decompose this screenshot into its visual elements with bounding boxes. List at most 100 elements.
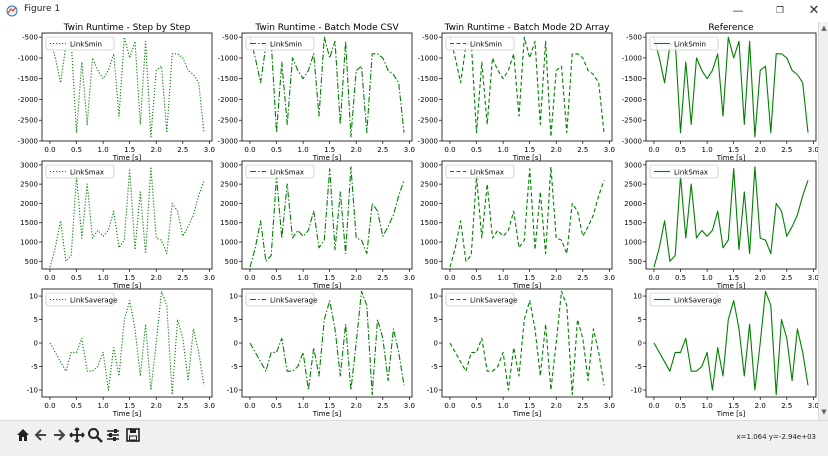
subplot-r2-c1[interactable]: 10 5 0 -5 -10 0.0 0.5 1.0 1.5 2.0 2.5 3.0 Time [s] Li… xyxy=(227,288,415,418)
subplot-r1-c1[interactable]: 3000 2500 2000 1500 1000 500 0.0 0.5 1.0 1.5 2.0 2.… xyxy=(220,160,415,290)
home-icon[interactable] xyxy=(14,426,32,444)
y-tick-label: -500 xyxy=(422,34,438,42)
x-tick-label: 0.0 xyxy=(44,146,55,154)
x-axis-label: Time [s] xyxy=(112,154,142,162)
maximize-button[interactable]: ❐ xyxy=(775,6,785,16)
y-tick-label: 1500 xyxy=(20,219,38,227)
y-tick-label: -2500 xyxy=(622,117,642,125)
x-tick-label: 0.5 xyxy=(675,274,686,282)
x-tick-label: 0.0 xyxy=(244,402,255,410)
y-tick-label: 1000 xyxy=(420,239,438,247)
legend-label: LinkSmin xyxy=(270,41,302,49)
y-tick-label: -1000 xyxy=(18,54,38,62)
window-title: Figure 1 xyxy=(24,4,61,14)
series-line-LinkSaverage xyxy=(449,290,605,396)
subplot-r2-c3[interactable]: 10 5 0 -5 -10 0.0 0.5 1.0 1.5 2.0 2.5 3.0 Time [s] Li… xyxy=(631,288,819,418)
subplot-r0-c0[interactable]: Twin Runtime - Step by Step -500 -1000 -150… xyxy=(18,23,215,162)
x-tick-label: 2.0 xyxy=(551,274,562,282)
x-tick-label: 3.0 xyxy=(604,146,615,154)
subplot-title: Twin Runtime - Step by Step xyxy=(63,23,191,33)
close-button[interactable]: ✕ xyxy=(808,3,820,18)
x-axis-label: Time [s] xyxy=(112,282,142,290)
y-tick-label: 500 xyxy=(25,258,38,266)
y-tick-label: 5 xyxy=(638,316,642,324)
subplot-r0-c1[interactable]: Twin Runtime - Batch Mode CSV -500 -1000 -1… xyxy=(218,23,415,162)
y-tick-label: -1500 xyxy=(622,75,642,83)
x-tick-label: 1.5 xyxy=(524,274,535,282)
y-tick-label: 5 xyxy=(434,316,438,324)
subplot-r0-c3[interactable]: Reference -500 -1000 -1500 -2000 -2500 -3000 0.… xyxy=(622,23,819,162)
x-tick-label: 1.0 xyxy=(702,274,713,282)
y-tick-label: -10 xyxy=(427,386,438,394)
x-tick-label: 1.5 xyxy=(124,274,135,282)
y-tick-label: 500 xyxy=(629,258,642,266)
y-tick-label: 2500 xyxy=(420,181,438,189)
x-tick-label: 2.5 xyxy=(377,274,388,282)
y-tick-label: -2000 xyxy=(622,96,642,104)
x-tick-label: 0.5 xyxy=(675,146,686,154)
x-tick-label: 3.0 xyxy=(204,146,215,154)
x-tick-label: 3.0 xyxy=(204,402,215,410)
back-arrow-icon[interactable] xyxy=(32,426,50,444)
y-tick-label: -5 xyxy=(431,363,438,371)
figure-canvas[interactable]: Twin Runtime - Step by Step -500 -1000 -150… xyxy=(0,22,828,420)
axes-frame xyxy=(645,32,817,142)
x-tick-label: 0.5 xyxy=(471,274,482,282)
axes-frame xyxy=(41,32,213,142)
scroll-up-arrow-icon[interactable]: ▲ xyxy=(821,24,827,32)
legend-box xyxy=(649,292,719,307)
x-tick-label: 1.5 xyxy=(324,274,335,282)
vertical-scrollbar[interactable]: ▲ ▼ xyxy=(818,22,828,420)
x-axis-label: Time [s] xyxy=(312,282,342,290)
subplot-r1-c2[interactable]: 3000 2500 2000 1500 1000 500 0.0 0.5 1.0 1.5 2.0 2.… xyxy=(420,160,615,290)
x-tick-label: 3.0 xyxy=(404,146,415,154)
x-tick-label: 3.0 xyxy=(808,146,819,154)
legend-label: LinkSmin xyxy=(470,41,502,49)
x-axis-label: Time [s] xyxy=(512,282,542,290)
x-tick-label: 0.0 xyxy=(444,274,455,282)
y-tick-label: -5 xyxy=(635,363,642,371)
x-tick-label: 0.5 xyxy=(271,146,282,154)
x-tick-label: 2.0 xyxy=(755,146,766,154)
legend-box xyxy=(649,164,719,179)
legend-box xyxy=(245,36,315,51)
scroll-down-arrow-icon[interactable]: ▼ xyxy=(821,408,827,416)
y-tick-label: -2000 xyxy=(18,96,38,104)
legend-label: LinkSaverage xyxy=(470,297,517,305)
y-tick-label: -10 xyxy=(631,386,642,394)
configure-subplots-icon[interactable] xyxy=(104,426,122,444)
subplot-r2-c0[interactable]: 10 5 0 -5 -10 0.0 0.5 1.0 1.5 2.0 2.5 3.0 Time [s] Li… xyxy=(27,288,215,418)
pan-icon[interactable] xyxy=(68,426,86,444)
x-axis-label: Time [s] xyxy=(716,154,746,162)
x-tick-label: 2.0 xyxy=(151,402,162,410)
save-icon[interactable] xyxy=(124,426,142,444)
x-tick-label: 2.5 xyxy=(177,146,188,154)
x-tick-label: 1.0 xyxy=(298,402,309,410)
y-tick-label: -1500 xyxy=(418,75,438,83)
zoom-icon[interactable] xyxy=(86,426,104,444)
subplot-r1-c3[interactable]: 3000 2500 2000 1500 1000 500 0.0 0.5 1.0 1.5 2.0 2.… xyxy=(624,160,819,290)
x-axis-label: Time [s] xyxy=(512,154,542,162)
y-tick-label: -2500 xyxy=(218,117,238,125)
subplot-r1-c0[interactable]: 3000 2500 2000 1500 1000 500 0.0 0.5 1.0 1.5 2.0 2.… xyxy=(20,160,215,290)
axes-frame xyxy=(241,288,413,398)
subplot-r2-c2[interactable]: 10 5 0 -5 -10 0.0 0.5 1.0 1.5 2.0 2.5 3.0 Time [s] Li… xyxy=(427,288,615,418)
x-tick-label: 0.5 xyxy=(675,402,686,410)
legend-label: LinkSaverage xyxy=(674,297,721,305)
y-tick-label: 2000 xyxy=(624,200,642,208)
x-tick-label: 0.0 xyxy=(244,146,255,154)
y-tick-label: -3000 xyxy=(622,138,642,146)
minimize-button[interactable]: — xyxy=(732,4,744,17)
x-tick-label: 0.5 xyxy=(271,402,282,410)
x-tick-label: 3.0 xyxy=(604,402,615,410)
x-tick-label: 0.5 xyxy=(71,146,82,154)
series-line-LinkSmax xyxy=(449,166,605,268)
x-tick-label: 0.0 xyxy=(444,402,455,410)
y-tick-label: -500 xyxy=(222,34,238,42)
legend-label: LinkSmin xyxy=(70,41,102,49)
subplot-r0-c2[interactable]: Twin Runtime - Batch Mode 2D Array -500 -1… xyxy=(418,23,615,162)
x-tick-label: 2.5 xyxy=(377,402,388,410)
forward-arrow-icon[interactable] xyxy=(50,426,68,444)
y-tick-label: 1000 xyxy=(20,239,38,247)
axes-frame xyxy=(645,160,817,270)
